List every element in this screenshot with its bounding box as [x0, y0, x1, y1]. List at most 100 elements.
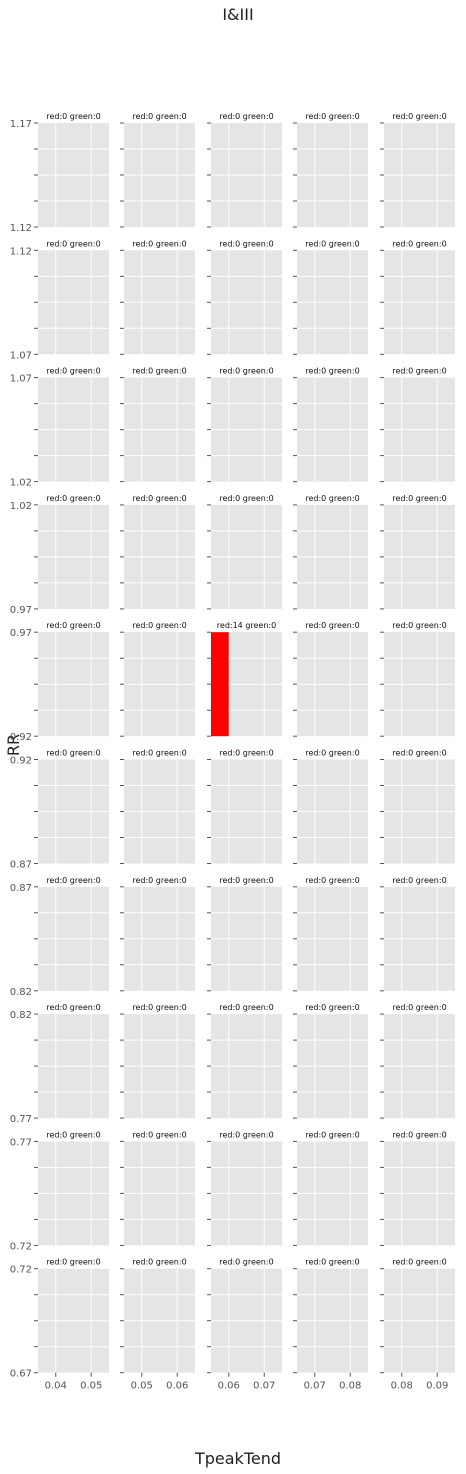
y-tick-label: 0.67: [10, 1369, 32, 1380]
x-tick-label: 0.06: [218, 1381, 240, 1392]
cell-label: red:0 green:0: [392, 1003, 446, 1012]
x-tick-label: 0.08: [391, 1381, 413, 1392]
cell-label: red:0 green:0: [392, 367, 446, 376]
panel: red:0 green:0: [293, 1130, 368, 1246]
cell-label: red:0 green:0: [219, 494, 273, 503]
x-tick-label: 0.06: [166, 1381, 188, 1392]
y-tick-label: 0.87: [10, 883, 32, 894]
cell-label: red:0 green:0: [305, 112, 359, 121]
cell-label: red:0 green:0: [305, 367, 359, 376]
cell-label: red:0 green:0: [305, 1130, 359, 1139]
cell-label: red:0 green:0: [46, 876, 100, 885]
panel: red:0 green:0: [293, 1003, 368, 1119]
panel: red:0 green:0: [120, 239, 195, 355]
panel: red:0 green:0: [293, 621, 368, 737]
cell-label: red:0 green:0: [219, 239, 273, 248]
x-tick-label: 0.05: [80, 1381, 102, 1392]
panel: red:0 green:0: [207, 876, 282, 992]
cell-label: red:0 green:0: [219, 749, 273, 758]
panel: red:0 green:0 1.17 1.12: [10, 112, 109, 234]
y-tick-label: 1.02: [10, 478, 32, 489]
panel: red:0 green:0: [120, 494, 195, 610]
cell-label: red:0 green:0: [305, 239, 359, 248]
y-tick-label: 0.77: [10, 1114, 32, 1125]
y-tick-label: 1.12: [10, 246, 32, 257]
cell-label: red:0 green:0: [305, 621, 359, 630]
y-tick-label: 1.17: [10, 119, 32, 130]
panel: red:0 green:0 0.87 0.82: [10, 876, 109, 998]
cell-label: red:0 green:0: [132, 239, 186, 248]
cell-label: red:0 green:0: [392, 494, 446, 503]
cell-label: red:0 green:0: [219, 1130, 273, 1139]
cell-label: red:0 green:0: [46, 621, 100, 630]
panel: red:0 green:0: [380, 239, 455, 355]
cell-label: red:0 green:0: [305, 749, 359, 758]
cell-label: red:14 green:0: [217, 621, 276, 630]
cell-label: red:0 green:0: [305, 1258, 359, 1267]
x-tick-label: 0.07: [253, 1381, 275, 1392]
panel: red:0 green:0: [207, 239, 282, 355]
cell-label: red:0 green:0: [46, 749, 100, 758]
cell-label: red:0 green:0: [132, 621, 186, 630]
y-tick-label: 1.02: [10, 501, 32, 512]
panel: red:0 green:0: [293, 749, 368, 864]
panel: red:0 green:0: [207, 749, 282, 864]
bar: [211, 632, 229, 737]
cell-label: red:0 green:0: [219, 112, 273, 121]
panel: red:0 green:0: [207, 367, 282, 483]
y-tick-label: 1.07: [10, 374, 32, 385]
cell-label: red:0 green:0: [392, 749, 446, 758]
y-tick-label: 0.82: [10, 987, 32, 998]
cell-label: red:0 green:0: [305, 876, 359, 885]
panel: red:0 green:0: [120, 749, 195, 864]
panel: red:0 green:0: [380, 1130, 455, 1246]
panel: red:0 green:0: [207, 494, 282, 610]
panel: red:14 green:0: [207, 621, 282, 737]
panel: red:0 green:0 0.08 0.09: [380, 1258, 455, 1392]
cell-label: red:0 green:0: [46, 1003, 100, 1012]
panel: red:0 green:0: [380, 494, 455, 610]
panel: red:0 green:0 1.12 1.07: [10, 239, 109, 361]
panel: red:0 green:0 0.77 0.72: [10, 1130, 109, 1252]
panel: red:0 green:0: [293, 239, 368, 355]
panel: red:0 green:0: [120, 112, 195, 228]
cell-label: red:0 green:0: [46, 1130, 100, 1139]
cell-label: red:0 green:0: [46, 1258, 100, 1267]
y-tick-label: 0.82: [10, 1010, 32, 1021]
panel: red:0 green:0: [293, 367, 368, 483]
panel: red:0 green:0: [120, 367, 195, 483]
panel: red:0 green:0 0.97 0.92: [10, 621, 109, 743]
panel: red:0 green:0: [120, 621, 195, 737]
y-tick-label: 0.97: [10, 605, 32, 616]
cell-label: red:0 green:0: [132, 1258, 186, 1267]
y-tick-label: 0.72: [10, 1241, 32, 1252]
cell-label: red:0 green:0: [392, 1258, 446, 1267]
panel: red:0 green:0: [380, 112, 455, 228]
panel: red:0 green:0 0.05 0.06: [120, 1258, 195, 1392]
panel: red:0 green:0 0.82 0.77: [10, 1003, 109, 1125]
cell-label: red:0 green:0: [132, 749, 186, 758]
cell-label: red:0 green:0: [219, 1003, 273, 1012]
cell-label: red:0 green:0: [392, 239, 446, 248]
panel: red:0 green:0 0.72 0.67 0.04 0.05: [10, 1258, 109, 1392]
panel: red:0 green:0: [380, 621, 455, 737]
y-tick-label: 0.72: [10, 1265, 32, 1276]
panel: red:0 green:0 0.06 0.07: [207, 1258, 282, 1392]
cell-label: red:0 green:0: [46, 494, 100, 503]
x-tick-label: 0.04: [45, 1381, 67, 1392]
cell-label: red:0 green:0: [46, 112, 100, 121]
y-tick-label: 1.07: [10, 350, 32, 361]
panel: red:0 green:0 0.92 0.87: [10, 749, 109, 871]
cell-label: red:0 green:0: [305, 1003, 359, 1012]
y-tick-label: 0.87: [10, 860, 32, 871]
y-tick-label: 1.12: [10, 223, 32, 234]
panel: red:0 green:0: [207, 112, 282, 228]
panel: red:0 green:0: [380, 876, 455, 992]
cell-label: red:0 green:0: [392, 621, 446, 630]
cell-label: red:0 green:0: [219, 1258, 273, 1267]
panel: red:0 green:0: [120, 1003, 195, 1119]
cell-label: red:0 green:0: [132, 112, 186, 121]
chart-title: I&III: [222, 5, 253, 24]
